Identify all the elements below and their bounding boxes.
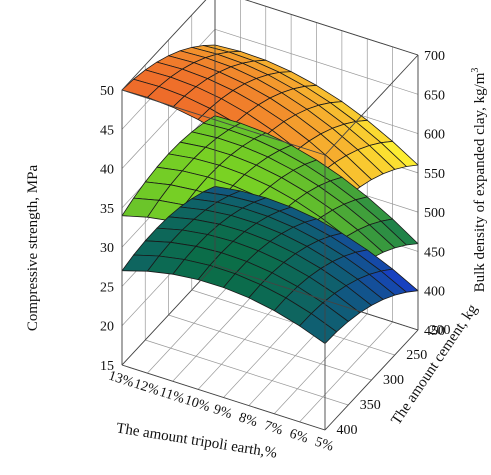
- x-tick-label: 11%: [158, 385, 187, 407]
- x-tick-label: 9%: [211, 402, 234, 422]
- z-left-tick-label: 50: [100, 84, 114, 99]
- z-right-tick-label: 600: [424, 128, 445, 143]
- x-tick-label: 10%: [183, 393, 212, 415]
- z-left-tick-label: 40: [100, 163, 114, 178]
- z-right-tick-label: 500: [424, 206, 445, 221]
- y-tick-label: 200: [430, 323, 451, 338]
- y-tick-label: 250: [406, 348, 427, 363]
- box-edge: [121, 264, 216, 366]
- svg-text:Bulk density of expanded clay,: Bulk density of expanded clay, kg/m3: [470, 68, 488, 293]
- chart-box-front: [121, 0, 419, 431]
- z-left-tick-label: 30: [100, 241, 114, 256]
- z-right-axis-title: Bulk density of expanded clay, kg/m: [472, 72, 488, 292]
- z-right-tick-label: 400: [424, 285, 445, 300]
- y-tick-label: 400: [337, 423, 358, 438]
- z-left-tick-label: 20: [100, 320, 114, 335]
- box-edge: [324, 54, 419, 156]
- box-edge: [121, 0, 207, 91]
- box-edge: [244, 0, 419, 56]
- x-tick-label: 5%: [313, 435, 336, 455]
- box-edge: [214, 264, 419, 331]
- z-right-tick-label: 700: [424, 49, 445, 64]
- z-right-tick-label: 450: [424, 324, 445, 339]
- x-tick-label: 7%: [262, 418, 285, 438]
- z-left-tick-label: 15: [100, 359, 114, 374]
- z-right-tick-label: 450: [424, 245, 445, 260]
- z-right-tick-label: 550: [424, 167, 445, 182]
- surface-cell: [299, 313, 338, 345]
- bottom-surface: [121, 185, 419, 345]
- x-tick-label: 8%: [237, 410, 260, 430]
- y-tick-label: 350: [360, 398, 381, 413]
- z-right-tick-label: 650: [424, 88, 445, 103]
- x-tick-label: 12%: [132, 377, 161, 399]
- box-edge: [121, 364, 326, 431]
- floor-gridline: [145, 339, 349, 406]
- z-left-tick-label: 45: [100, 123, 114, 138]
- x-tick-label: 6%: [288, 427, 311, 447]
- y-tick-label: 300: [383, 373, 404, 388]
- floor-gridline: [168, 314, 372, 381]
- z-right-axis-title-superscript: 3: [470, 68, 481, 73]
- box-edge: [121, 89, 326, 156]
- z-left-tick-label: 35: [100, 202, 114, 217]
- z-right-axis-title-group: Bulk density of expanded clay, kg/m3: [470, 68, 488, 293]
- z-left-axis-title: Compressive strength, MPa: [25, 165, 41, 332]
- x-tick-label: 13%: [107, 369, 136, 391]
- box-edge: [324, 329, 419, 431]
- z-left-tick-label: 25: [100, 280, 114, 295]
